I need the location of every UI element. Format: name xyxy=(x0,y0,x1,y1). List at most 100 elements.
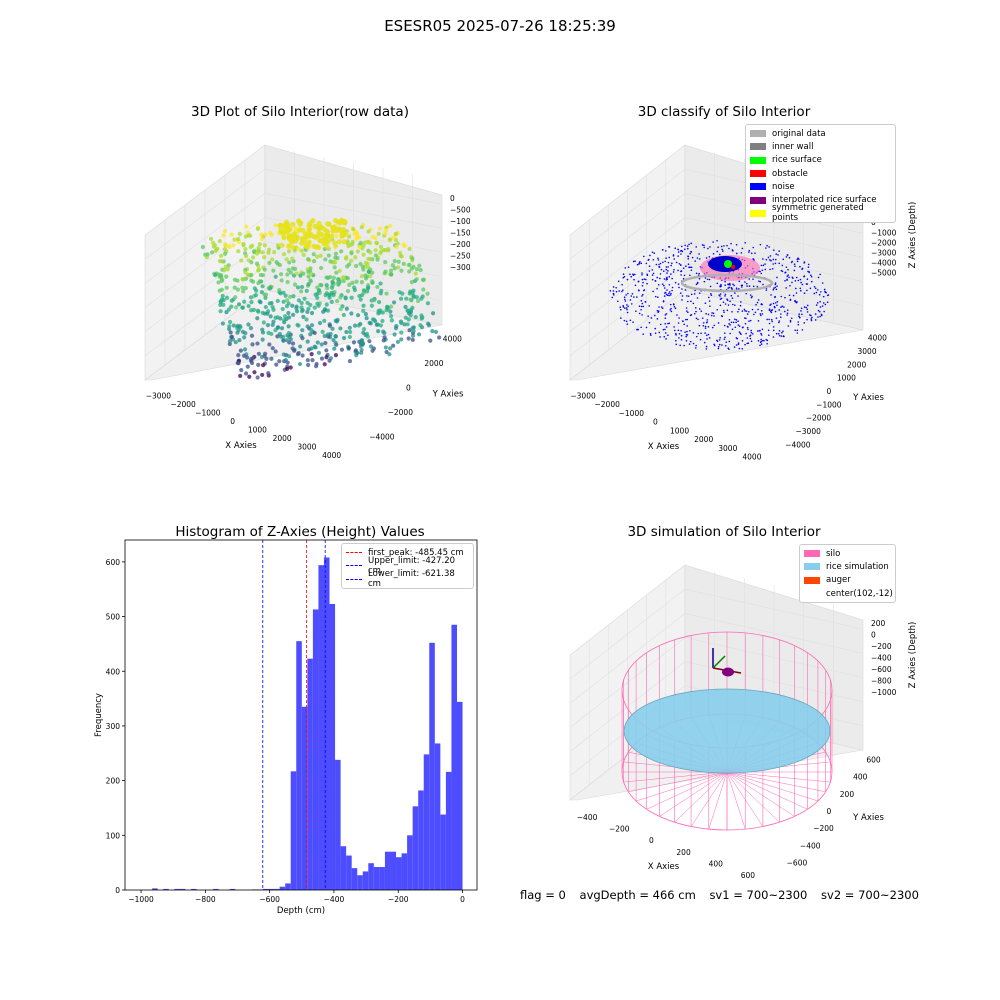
noise-point xyxy=(790,317,793,320)
y-tick-label: 0 xyxy=(827,807,832,816)
noise-point xyxy=(729,324,731,326)
data-point xyxy=(393,231,398,236)
data-point xyxy=(376,329,381,334)
data-point xyxy=(241,353,247,358)
noise-point xyxy=(659,262,662,265)
histogram-bar xyxy=(312,609,319,890)
x-tick-label: −1000 xyxy=(128,895,154,904)
noise-point xyxy=(810,318,813,320)
noise-point xyxy=(674,281,677,284)
data-point xyxy=(323,237,329,243)
noise-point xyxy=(781,305,784,308)
data-point xyxy=(364,315,369,321)
noise-point xyxy=(749,335,751,337)
noise-point xyxy=(789,319,792,322)
data-point xyxy=(327,293,332,298)
z-tick-label: −2500 xyxy=(450,251,470,260)
noise-point xyxy=(654,332,657,335)
data-point xyxy=(393,326,399,331)
histogram-bar xyxy=(407,835,413,890)
data-point xyxy=(294,309,300,314)
data-point xyxy=(296,350,301,356)
noise-point xyxy=(770,311,773,314)
data-point xyxy=(246,322,251,327)
noise-point xyxy=(775,288,778,291)
data-point xyxy=(403,304,408,310)
data-point xyxy=(335,317,340,323)
noise-point xyxy=(817,316,819,318)
histogram-bar xyxy=(379,867,385,890)
noise-point xyxy=(703,341,706,344)
legend-label: noise xyxy=(772,181,795,192)
raw-data-3d-scatter: −3000−2000−100001000200030004000−4000−20… xyxy=(144,144,470,460)
data-point xyxy=(271,268,276,273)
noise-point xyxy=(621,290,623,293)
noise-point xyxy=(740,301,742,303)
noise-point xyxy=(623,296,626,298)
data-point xyxy=(266,247,272,252)
data-point xyxy=(410,333,416,338)
histogram-bar xyxy=(318,565,324,890)
data-point xyxy=(286,324,291,329)
noise-point xyxy=(757,340,760,342)
noise-point xyxy=(694,347,697,349)
noise-point xyxy=(695,283,698,286)
data-point xyxy=(286,330,292,336)
noise-point xyxy=(764,268,767,271)
noise-point xyxy=(808,271,811,273)
data-point xyxy=(371,346,377,351)
noise-point xyxy=(770,318,773,321)
noise-point xyxy=(696,282,699,285)
noise-point xyxy=(719,293,722,295)
histogram-bar xyxy=(152,888,158,890)
x-tick-label: 0 xyxy=(230,417,235,426)
data-point xyxy=(365,239,371,244)
noise-point xyxy=(630,303,633,305)
noise-point xyxy=(796,258,799,261)
noise-point xyxy=(720,245,723,248)
data-point xyxy=(220,293,225,298)
noise-point xyxy=(772,326,775,328)
data-point xyxy=(239,368,244,373)
noise-point xyxy=(707,333,710,336)
noise-point xyxy=(713,344,716,347)
noise-point xyxy=(822,295,825,298)
data-point xyxy=(338,326,343,331)
data-point xyxy=(388,268,394,273)
noise-point xyxy=(689,340,692,343)
noise-point xyxy=(636,296,638,298)
data-point xyxy=(361,330,366,335)
y-tick-label: 300 xyxy=(106,722,121,731)
data-point xyxy=(224,285,229,290)
noise-point xyxy=(703,280,706,283)
noise-point xyxy=(697,318,699,321)
x-tick-label: −200 xyxy=(388,895,409,904)
data-point xyxy=(312,305,317,310)
data-point xyxy=(320,329,325,334)
x-tick-label: 2000 xyxy=(694,435,713,444)
data-point xyxy=(219,259,224,264)
noise-point xyxy=(719,298,722,300)
data-point xyxy=(405,308,410,313)
noise-point xyxy=(761,328,764,331)
data-point xyxy=(270,304,275,310)
data-point xyxy=(318,265,324,271)
x-tick-label: 2000 xyxy=(273,434,292,443)
noise-point xyxy=(673,306,676,308)
data-point xyxy=(254,288,259,293)
noise-point xyxy=(719,295,721,297)
z-tick-label: −3000 xyxy=(450,263,470,272)
noise-point xyxy=(669,303,672,306)
noise-point xyxy=(818,310,821,313)
data-point xyxy=(416,298,421,304)
data-point xyxy=(408,289,413,294)
noise-point xyxy=(625,307,628,309)
legend-swatch xyxy=(750,156,766,164)
legend-label: obstacle xyxy=(772,168,808,179)
data-point xyxy=(243,331,248,336)
data-point xyxy=(381,338,386,343)
noise-point xyxy=(675,332,677,335)
data-point xyxy=(356,235,362,240)
noise-point xyxy=(777,254,779,256)
data-point xyxy=(375,284,380,290)
